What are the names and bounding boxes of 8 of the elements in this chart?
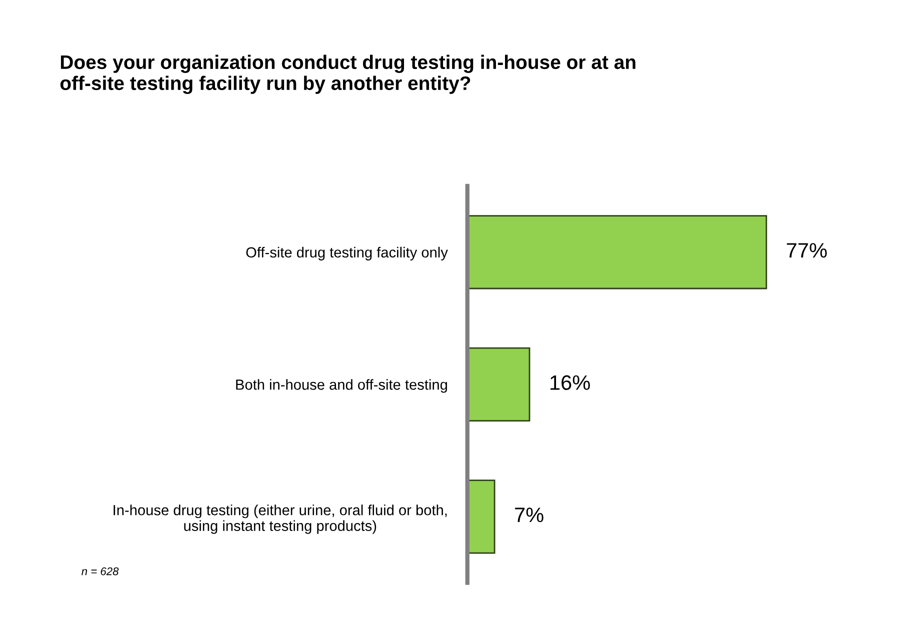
y-tick-label: In-house drug testing (either urine, oral fluid or both, using instant testing products) — [114, 504, 447, 534]
data-label: 7% — [515, 508, 544, 522]
data-label: 77% — [786, 243, 827, 258]
text: n = 628 — [82, 567, 119, 576]
y-tick-label: Both in-house and off-site testing — [236, 379, 447, 393]
y-tick-label: Off-site drug testing facility only — [246, 246, 448, 260]
chart-title: Does your organization conduct drug testing in-house or at an off-site testing facility run by another entity? — [60, 54, 636, 94]
data-label: 16% — [550, 375, 590, 390]
